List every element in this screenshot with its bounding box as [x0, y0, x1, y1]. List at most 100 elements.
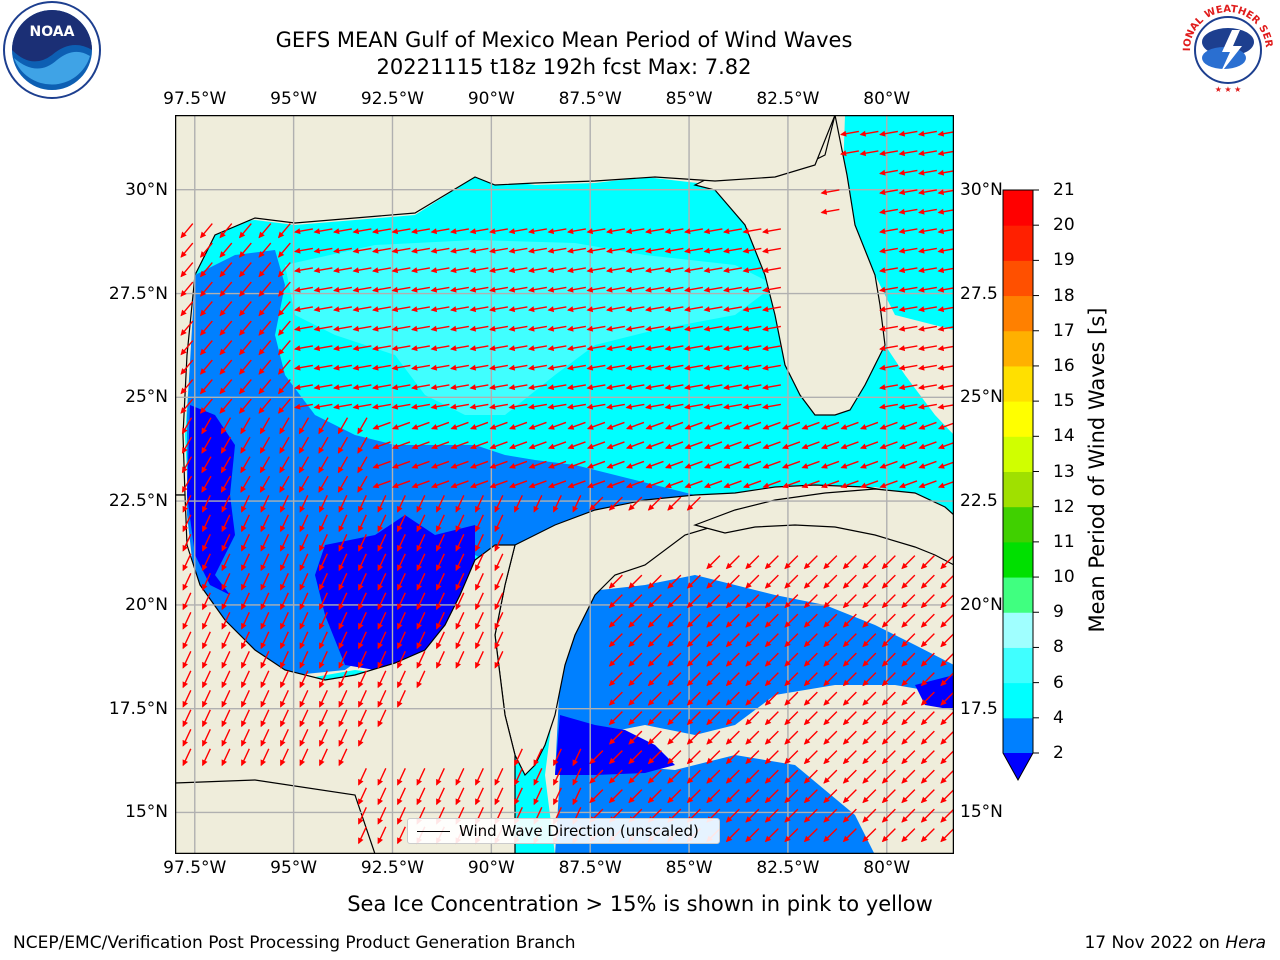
wave-arrow-head	[784, 640, 791, 648]
wave-arrow-head	[240, 446, 247, 454]
wave-arrow-head	[258, 270, 265, 278]
colorbar-title: Mean Period of Wind Waves [s]	[1085, 307, 1109, 633]
wave-arrow-head	[357, 485, 364, 493]
wave-arrow-head	[547, 306, 555, 313]
wave-arrow-head	[664, 306, 672, 313]
wave-arrow-head	[898, 247, 906, 254]
wave-arrow-head	[586, 267, 594, 274]
wave-arrow-head	[823, 699, 830, 706]
wave-arrow-head	[879, 267, 886, 274]
wave-arrow-head	[547, 463, 555, 469]
wave-arrow-head	[784, 777, 791, 784]
wave-arrow-head	[742, 345, 750, 352]
wave-arrow-head	[333, 384, 340, 391]
wave-arrow-head	[333, 325, 340, 332]
wave-arrow-head	[238, 270, 246, 278]
wave-arrow-head	[489, 267, 496, 274]
wave-arrow-head	[182, 583, 189, 591]
wave-arrow-head	[706, 582, 713, 589]
wave-arrow-head	[742, 228, 750, 235]
wave-arrow-head	[241, 564, 247, 572]
wave-arrow-head	[377, 837, 384, 845]
wave-arrow-head	[358, 837, 364, 845]
wave-arrow-head	[686, 660, 694, 667]
wave-arrow-head	[333, 247, 340, 254]
wave-arrow-head	[277, 251, 285, 258]
wave-arrow-head	[377, 700, 384, 708]
latitude-tick-left: 25°N	[125, 387, 168, 408]
wave-arrow-head	[450, 463, 458, 469]
wave-arrow-head	[608, 718, 616, 726]
wave-arrow-head	[547, 325, 555, 332]
wave-arrow-head	[372, 364, 379, 371]
latitude-tick-right: 15°N	[960, 802, 1003, 823]
wave-arrow-head	[667, 738, 674, 745]
wave-arrow-head	[723, 247, 730, 254]
wave-arrow-head	[881, 718, 889, 726]
wave-arrow-head	[706, 660, 713, 667]
wave-arrow-head	[277, 290, 285, 297]
wave-arrow-head	[628, 640, 635, 648]
wave-arrow-head	[508, 345, 516, 352]
wave-arrow-head	[823, 640, 830, 648]
wave-arrow-head	[450, 306, 457, 313]
wave-arrow-head	[937, 306, 945, 313]
footer-machine: Hera	[1225, 933, 1266, 953]
wave-arrow-head	[199, 329, 207, 336]
wave-arrow-head	[842, 738, 850, 745]
wave-arrow-head	[723, 286, 730, 293]
wave-arrow-head	[411, 286, 418, 293]
wave-arrow-head	[241, 583, 247, 591]
wave-arrow-head	[202, 739, 208, 747]
colorbar-segment	[1003, 577, 1033, 613]
wave-arrow-head	[684, 267, 691, 274]
wave-arrow-head	[475, 622, 481, 630]
wave-arrow-head	[333, 286, 340, 293]
wave-arrow-head	[338, 622, 345, 630]
wave-arrow-head	[803, 777, 811, 784]
wave-arrow-head	[823, 835, 830, 843]
wave-arrow-head	[745, 582, 752, 589]
wave-arrow-head	[803, 601, 811, 609]
wave-arrow-head	[664, 482, 672, 489]
wave-arrow-head	[391, 228, 399, 235]
wave-arrow-head	[608, 640, 616, 648]
wave-arrow-head	[372, 443, 380, 450]
wave-arrow-head	[319, 642, 325, 650]
wave-arrow-head	[202, 622, 208, 630]
wave-arrow-head	[528, 228, 535, 235]
wave-arrow-head	[784, 601, 791, 609]
wave-arrow-head	[241, 681, 247, 689]
deep-blue-honduras	[555, 715, 675, 775]
wave-arrow-head	[901, 718, 908, 726]
wave-arrow-head	[725, 699, 733, 706]
atlantic-water	[843, 115, 954, 330]
wave-arrow-head	[628, 757, 635, 765]
wave-arrow-head	[898, 403, 906, 410]
wave-arrow-head	[879, 286, 886, 293]
wave-arrow-head	[338, 505, 345, 513]
wave-arrow-head	[397, 544, 403, 552]
wave-arrow-head	[358, 583, 364, 591]
wave-arrow-head	[411, 424, 419, 430]
map-subtitle: 20221115 t18z 192h fcst Max: 7.82	[376, 55, 752, 79]
wave-arrow-head	[801, 463, 809, 469]
wave-arrow-head	[202, 661, 208, 669]
wave-arrow-head	[279, 427, 286, 435]
wave-arrow-head	[645, 267, 652, 274]
wave-arrow-head	[221, 720, 228, 728]
wave-arrow-head	[377, 564, 384, 572]
colorbar-tick-label: 21	[1053, 180, 1075, 200]
wave-arrow-head	[202, 603, 208, 611]
wave-arrow-head	[608, 660, 616, 667]
wave-arrow-head	[260, 505, 267, 513]
colorbar	[1002, 189, 1039, 782]
wave-arrow-head	[338, 739, 345, 747]
wave-arrow-head	[664, 443, 672, 450]
wave-arrow-head	[840, 463, 848, 469]
wave-arrow-head	[937, 463, 945, 469]
wave-arrow-head	[940, 816, 947, 823]
wave-arrow-head	[221, 603, 228, 611]
wave-arrow-head	[182, 642, 189, 650]
longitude-tick-top: 92.5°W	[360, 89, 425, 109]
